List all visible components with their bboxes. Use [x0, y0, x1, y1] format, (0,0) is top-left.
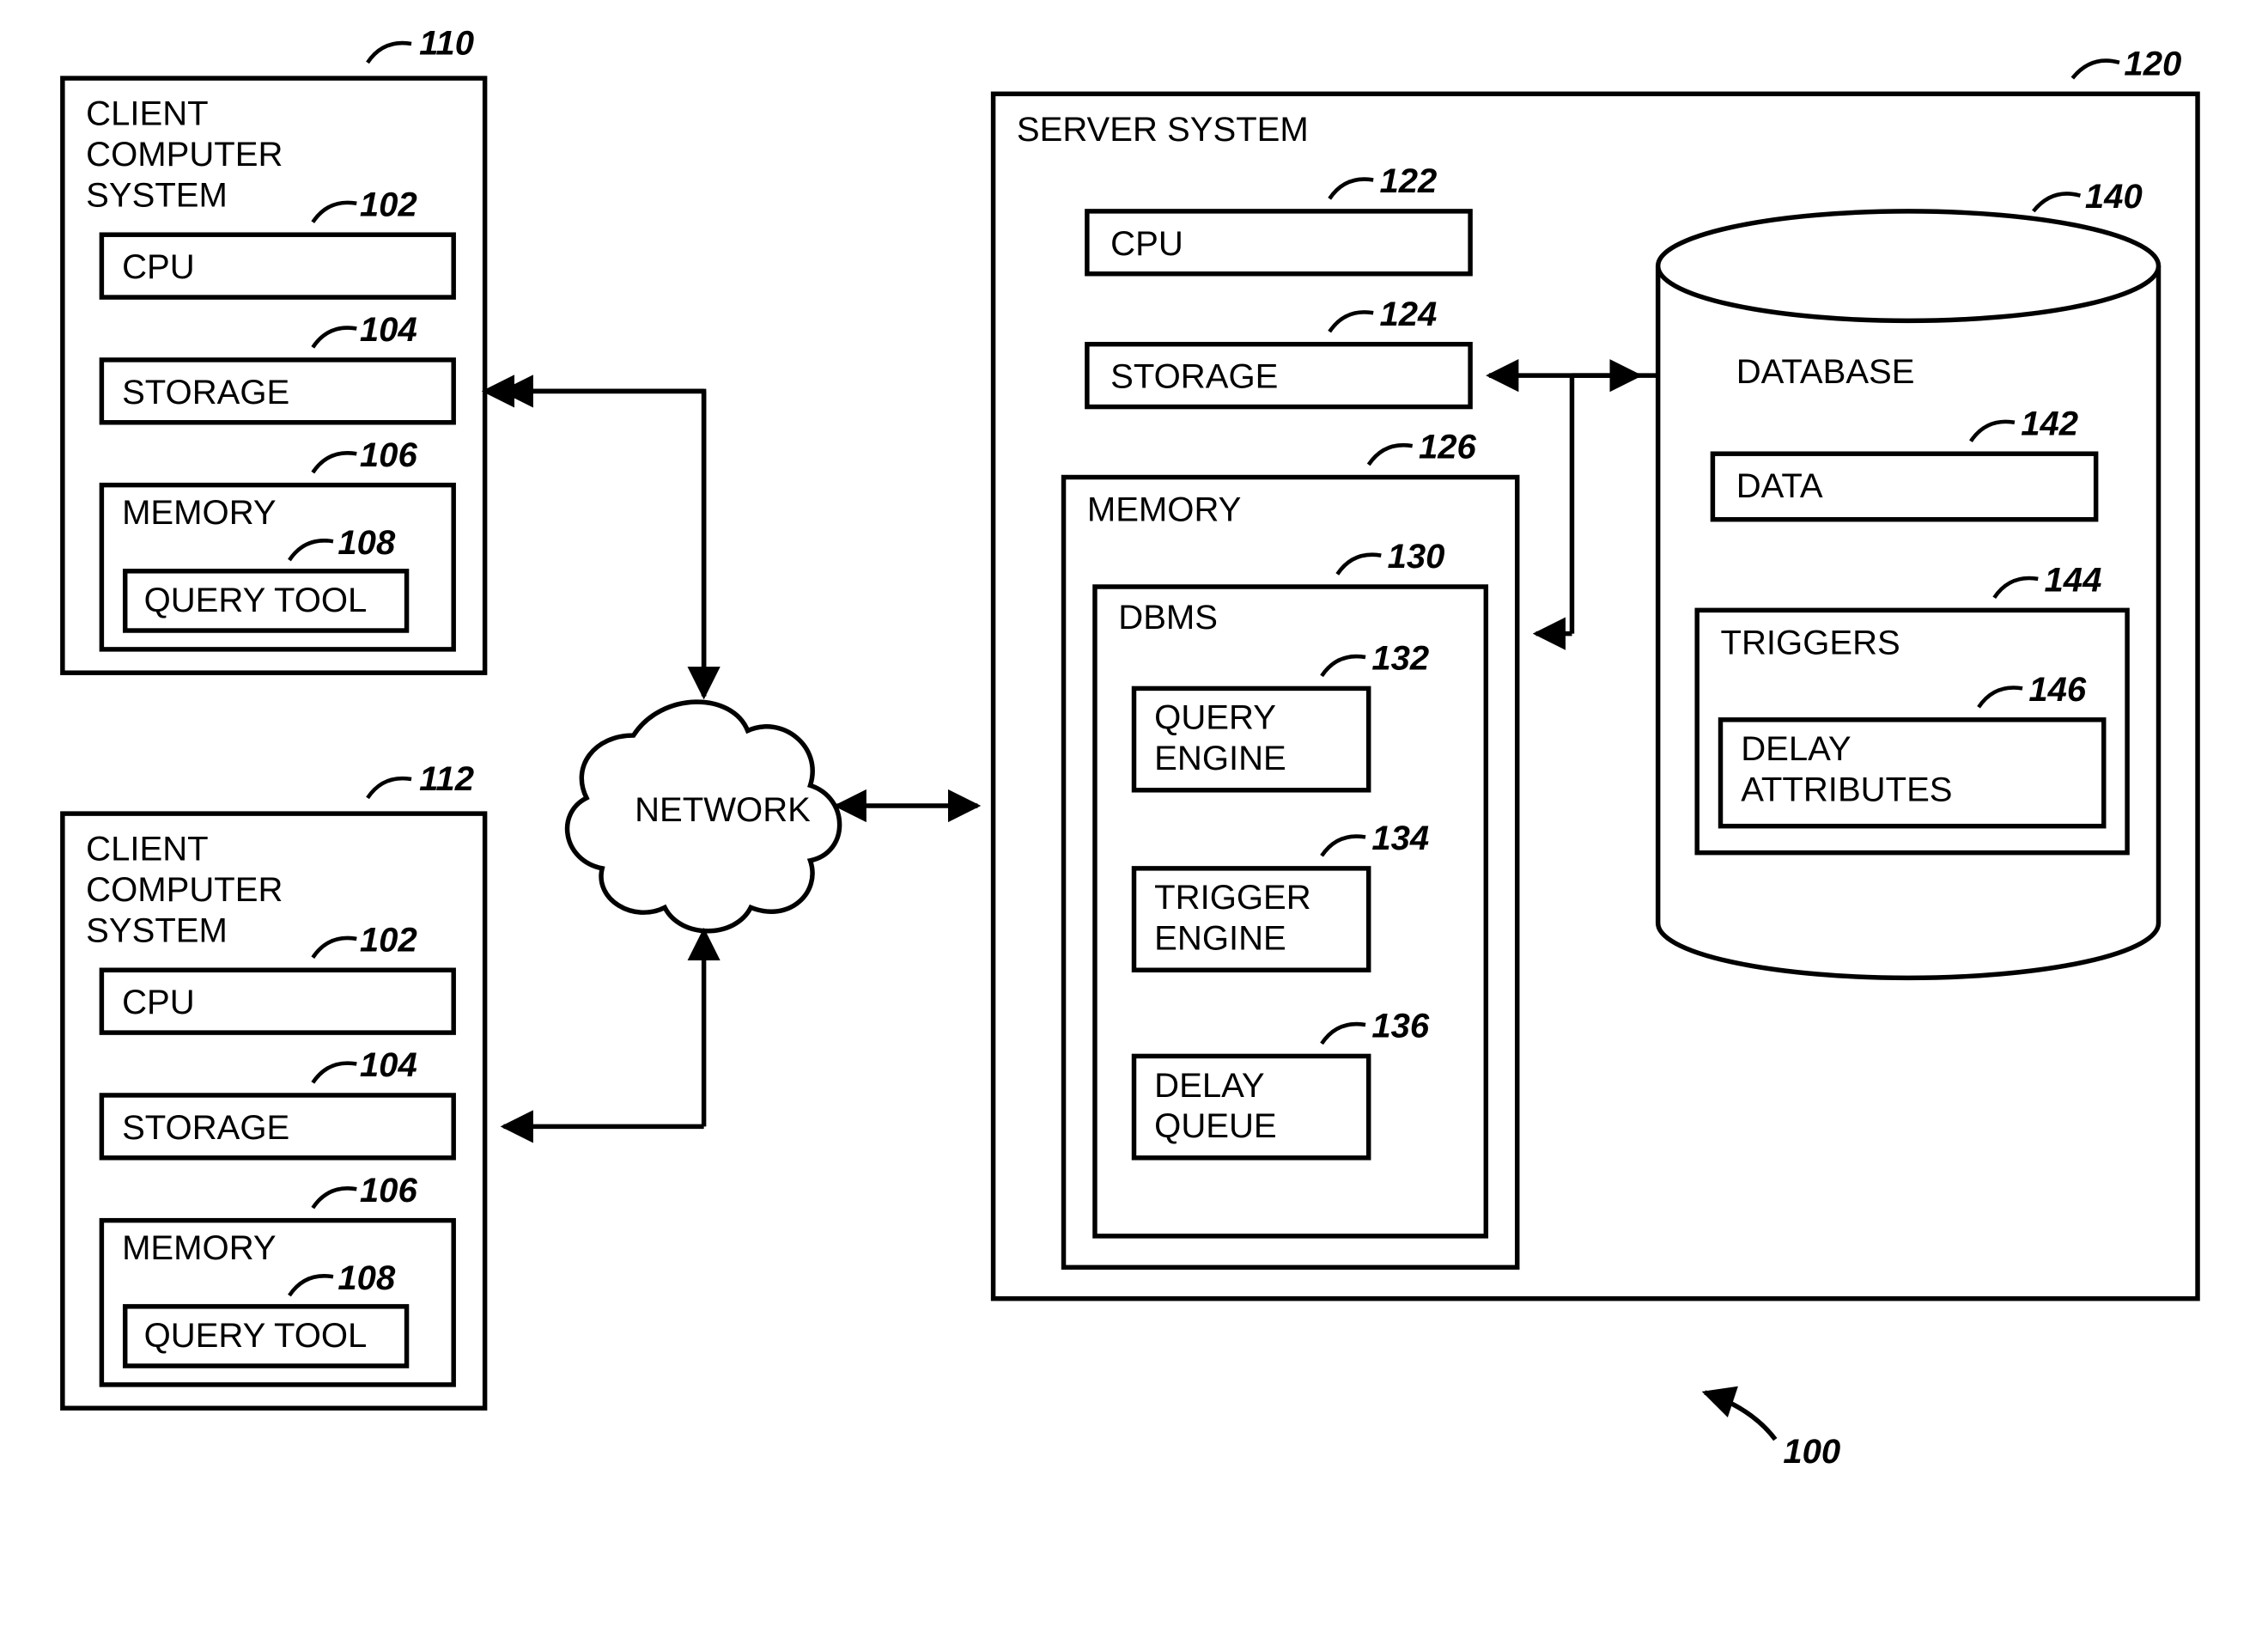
ref-144: 144: [2045, 561, 2102, 599]
triggers-label: TRIGGERS: [1721, 624, 1900, 661]
server-title: SERVER SYSTEM: [1017, 111, 1309, 149]
data-label: DATA: [1736, 467, 1823, 505]
database-label: DATABASE: [1736, 353, 1915, 391]
client2-cpu-label: CPU: [122, 984, 195, 1021]
svg-text:CLIENTCOMPUTERSYSTEM: CLIENTCOMPUTERSYSTEM: [86, 95, 283, 215]
svg-text:DELAYQUEUE: DELAYQUEUE: [1154, 1067, 1276, 1145]
client-system-2: CLIENTCOMPUTERSYSTEM 112 CPU 102 STORAGE…: [63, 760, 485, 1408]
ref-100: 100: [1783, 1433, 1840, 1471]
client-system-1: CLIENTCOMPUTERSYSTEM 110 CPU 102 STORAGE…: [63, 25, 485, 673]
ref-126: 126: [1419, 429, 1477, 466]
network-cloud: NETWORK: [568, 702, 840, 931]
ref-110: 110: [419, 25, 474, 63]
ref-102a: 102: [360, 186, 417, 223]
client1-storage-label: STORAGE: [122, 374, 289, 411]
server-storage-label: STORAGE: [1110, 358, 1278, 396]
ref-112: 112: [419, 760, 474, 798]
ref-104a: 104: [360, 311, 417, 349]
overall-ref: 100: [1705, 1392, 1840, 1471]
ref-146: 146: [2028, 671, 2087, 709]
client1-cpu-label: CPU: [122, 248, 195, 286]
ref-108a: 108: [337, 524, 396, 562]
ref-106b: 106: [360, 1172, 418, 1210]
svg-text:TRIGGERENGINE: TRIGGERENGINE: [1154, 879, 1311, 957]
client2-memory-label: MEMORY: [122, 1229, 277, 1267]
ref-120: 120: [2124, 45, 2181, 82]
database-cylinder: DATABASE 140 DATA 142 TRIGGERS 144 DELAY…: [1658, 178, 2159, 978]
ref-122: 122: [1379, 162, 1437, 200]
ref-130: 130: [1388, 538, 1445, 576]
server-memory-label: MEMORY: [1087, 491, 1242, 529]
ref-102b: 102: [360, 921, 417, 959]
svg-text:QUERYENGINE: QUERYENGINE: [1154, 699, 1286, 777]
svg-text:CLIENTCOMPUTERSYSTEM: CLIENTCOMPUTERSYSTEM: [86, 831, 283, 950]
ref-140: 140: [2085, 178, 2143, 216]
ref-132: 132: [1371, 640, 1429, 678]
query-engine-l2: ENGINE: [1154, 740, 1286, 777]
query-engine-l1: QUERY: [1154, 699, 1276, 737]
client2-querytool-label: QUERY TOOL: [144, 1317, 368, 1355]
system-diagram: CLIENTCOMPUTERSYSTEM 110 CPU 102 STORAGE…: [0, 0, 2268, 1627]
client1-memory-label: MEMORY: [122, 494, 277, 532]
server-system: SERVER SYSTEM 120 CPU 122 STORAGE 124 ME…: [994, 45, 2198, 1298]
ref-124: 124: [1379, 296, 1437, 333]
ref-104b: 104: [360, 1046, 417, 1084]
client2-storage-label: STORAGE: [122, 1109, 289, 1147]
ref-136: 136: [1371, 1008, 1430, 1045]
client1-querytool-label: QUERY TOOL: [144, 582, 368, 619]
dbms-label: DBMS: [1118, 599, 1218, 637]
ref-142: 142: [2021, 405, 2078, 442]
ref-106a: 106: [360, 436, 418, 474]
network-label: NETWORK: [635, 791, 811, 829]
ref-134: 134: [1371, 820, 1429, 857]
ref-108b: 108: [337, 1259, 396, 1297]
server-cpu-label: CPU: [1110, 225, 1183, 263]
